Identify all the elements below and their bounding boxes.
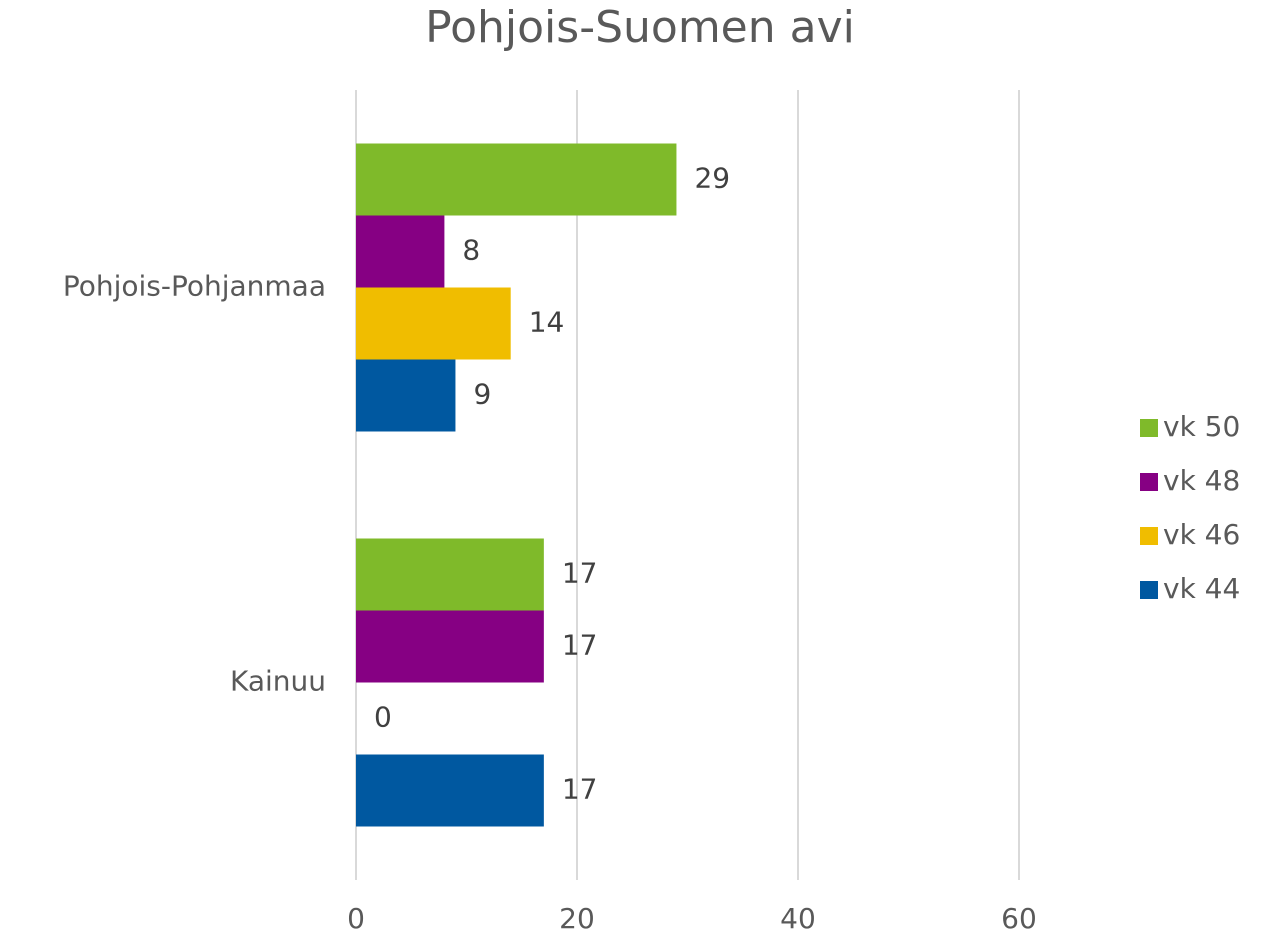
data-label: 0 [374,701,392,734]
x-tick-label: 20 [559,902,595,935]
x-tick-label: 40 [780,902,816,935]
legend-swatch [1140,527,1158,545]
bar [356,287,511,360]
x-tick-label: 0 [347,902,365,935]
data-label: 17 [562,629,598,662]
data-label: 17 [562,773,598,806]
legend-swatch [1140,581,1158,599]
data-label: 14 [529,306,565,339]
bar [356,610,544,683]
data-label: 8 [462,234,480,267]
bar [356,359,456,432]
x-tick-label: 60 [1001,902,1037,935]
chart-title: Pohjois-Suomen avi [425,2,855,53]
bar [356,215,445,288]
y-tick-label: Pohjois-Pohjanmaa [63,270,326,303]
bar [356,538,544,611]
data-label: 17 [562,557,598,590]
legend-swatch [1140,473,1158,491]
data-label: 9 [473,378,491,411]
legend-label: vk 44 [1163,572,1240,605]
legend-label: vk 46 [1163,518,1240,551]
legend-label: vk 48 [1163,464,1240,497]
legend-label: vk 50 [1163,410,1240,443]
bar [356,143,677,216]
legend-swatch [1140,419,1158,437]
bar [356,754,544,827]
y-tick-label: Kainuu [230,665,326,698]
data-label: 29 [694,162,730,195]
